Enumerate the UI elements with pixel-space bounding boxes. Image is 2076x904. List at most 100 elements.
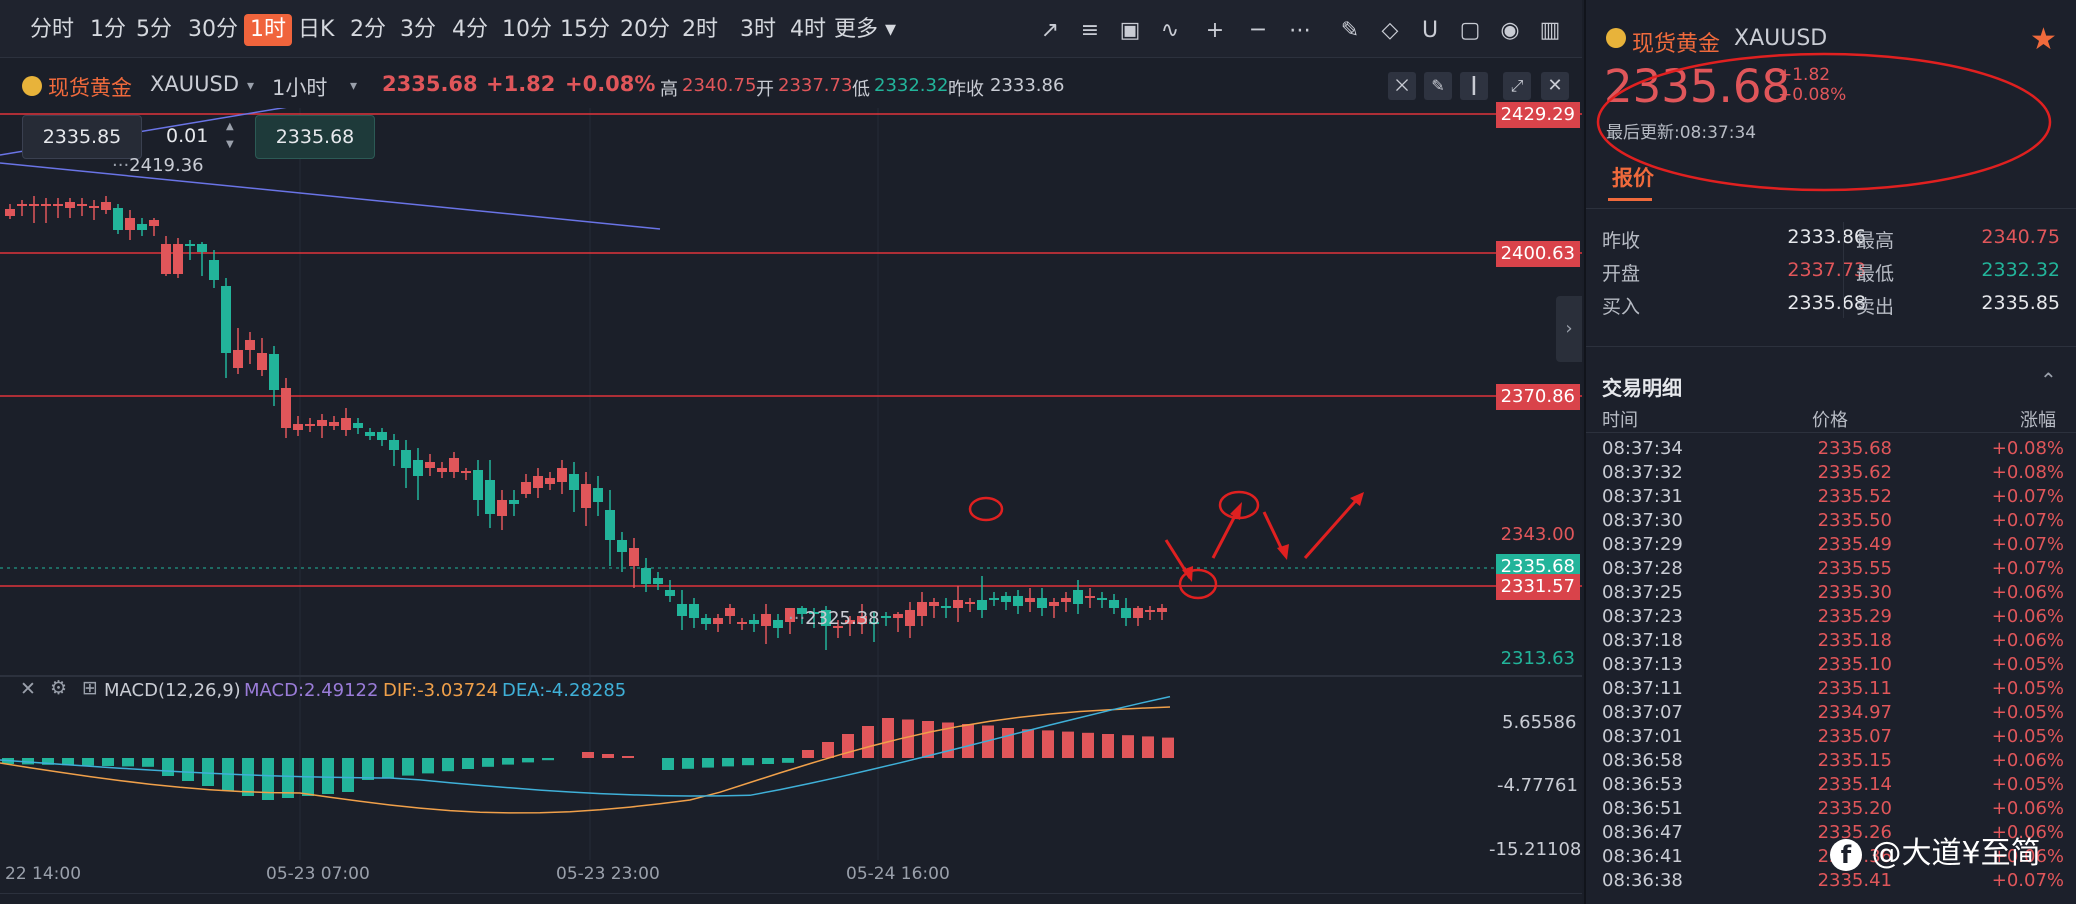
x-tick: 22 14:00 xyxy=(5,864,82,884)
timeframe-15[interactable]: 更多 ▾ xyxy=(834,17,897,42)
macd-bar xyxy=(402,758,414,776)
trade-time: 08:37:13 xyxy=(1602,654,1683,675)
macd-bar xyxy=(242,758,254,796)
fibonacci-tool-icon[interactable]: ≡ xyxy=(1080,18,1100,43)
timeframe-5[interactable]: 日K xyxy=(298,17,335,42)
indicator-icon[interactable]: ⨉ xyxy=(1388,72,1416,100)
chart-area[interactable]: 分时 1分 5分 30分 1时 日K 2分 3分 4分 10分 15分 20分 2时 3时 4时 更多 ▾ ↗… xyxy=(0,0,1582,904)
settings-icon[interactable]: ⚙ xyxy=(50,677,68,699)
trade-change: +0.07% xyxy=(1991,558,2064,579)
price-label-2313: 2313.63 xyxy=(1500,648,1575,669)
timeframe-12[interactable]: 2时 xyxy=(682,17,718,42)
macd-bar xyxy=(702,758,714,768)
crosshair-tool-icon[interactable]: + xyxy=(1205,18,1225,43)
macd-bar xyxy=(482,758,494,767)
timeframe-7[interactable]: 3分 xyxy=(400,17,436,42)
ask-price-box[interactable]: 2335.68 xyxy=(255,115,375,159)
edit-icon[interactable]: ✎ xyxy=(1340,18,1360,43)
candle-body xyxy=(617,540,627,552)
x-tick: 05-23 07:00 xyxy=(266,864,370,884)
candle-body xyxy=(1049,602,1059,606)
trade-change: +0.07% xyxy=(1991,510,2064,531)
trade-row: 08:37:01 2335.07 +0.05% xyxy=(1602,726,2064,750)
image-tool-icon[interactable]: ▣ xyxy=(1119,18,1141,43)
timeframe-8[interactable]: 4分 xyxy=(452,17,488,42)
trade-price: 2335.20 xyxy=(1817,798,1892,819)
quantity-input[interactable]: 0.01 xyxy=(166,125,209,147)
symbol-dropdown-icon[interactable]: ▾ xyxy=(247,78,255,94)
quantity-stepper[interactable]: ▲ ▼ xyxy=(226,121,234,150)
symbol-name[interactable]: 现货黄金 xyxy=(48,76,132,100)
candle-body xyxy=(1037,598,1047,608)
trades-list[interactable]: 08:37:34 2335.68 +0.08% 08:37:32 2335.62 +0.0… xyxy=(1586,438,2076,904)
candle-body xyxy=(1145,610,1155,612)
col-change: 涨幅 xyxy=(2020,410,2056,431)
draw-icon[interactable]: ✎ xyxy=(1424,72,1452,100)
trade-time: 08:37:18 xyxy=(1602,630,1683,651)
stat-low: 2332.32 xyxy=(1981,259,2060,281)
close-indicator-icon[interactable]: ✕ xyxy=(20,678,36,700)
chart-header: 现货黄金 XAUUSD ▾ 1小时 ▾ 2335.68 +1.82 +0.08%… xyxy=(0,64,1582,108)
macd-value: MACD:2.49122 xyxy=(244,680,379,701)
candle-type-icon[interactable]: ┃ xyxy=(1460,72,1488,100)
candle-body xyxy=(377,432,387,440)
eye-icon[interactable]: ◉ xyxy=(1500,18,1520,43)
candle-body xyxy=(905,610,915,626)
tab-quote[interactable]: 报价 xyxy=(1612,166,1654,190)
timeframe-9[interactable]: 10分 xyxy=(502,17,552,42)
stat-label: 卖出 xyxy=(1856,296,1895,318)
add-indicator-icon[interactable]: ⊞ xyxy=(82,677,98,699)
trash-icon[interactable]: ▥ xyxy=(1539,18,1561,43)
stat-sell: 2335.85 xyxy=(1981,292,2060,314)
candle-body xyxy=(929,602,939,606)
macd-bar xyxy=(902,719,914,758)
candle-body xyxy=(773,620,783,628)
candle-body xyxy=(941,606,951,608)
macd-bar xyxy=(462,758,474,769)
timeframe-3[interactable]: 30分 xyxy=(188,17,238,42)
favorite-star-icon[interactable]: ★ xyxy=(2030,22,2057,57)
horizontal-line-tool-icon[interactable]: ─ xyxy=(1251,18,1265,43)
timeframe-2[interactable]: 5分 xyxy=(136,17,172,42)
timeframe-13[interactable]: 3时 xyxy=(740,17,776,42)
collapse-chevron-icon[interactable]: ⌃ xyxy=(2040,368,2057,392)
timeframe-6[interactable]: 2分 xyxy=(350,17,386,42)
eraser-icon[interactable]: ◇ xyxy=(1381,18,1399,43)
candle-body xyxy=(185,244,195,246)
timeframe-11[interactable]: 20分 xyxy=(620,17,670,42)
high-label: 高 xyxy=(660,79,678,100)
bottom-tabs[interactable] xyxy=(0,893,1582,904)
trade-time: 08:37:28 xyxy=(1602,558,1683,579)
timeframe-14[interactable]: 4时 xyxy=(790,17,826,42)
trendline-tool-icon[interactable]: ↗ xyxy=(1040,18,1060,43)
macd-bar xyxy=(682,758,694,769)
timeframe-4[interactable]: 1时 xyxy=(244,14,292,46)
trade-price: 2335.30 xyxy=(1817,582,1892,603)
magnet-icon[interactable]: U xyxy=(1421,18,1439,43)
symbol-code[interactable]: XAUUSD xyxy=(150,72,239,96)
chart-canvas[interactable] xyxy=(0,108,1582,904)
expand-panel-chevron-icon[interactable]: › xyxy=(1556,296,1582,362)
interval-dropdown-icon[interactable]: ▾ xyxy=(350,78,358,94)
timeframe-10[interactable]: 15分 xyxy=(560,17,610,42)
macd-bar xyxy=(882,718,894,758)
close-icon[interactable]: ✕ xyxy=(1541,72,1569,100)
trade-price: 2335.49 xyxy=(1817,534,1892,555)
trade-time: 08:36:47 xyxy=(1602,822,1683,843)
timeframe-1[interactable]: 1分 xyxy=(90,17,126,42)
more-tools-icon[interactable]: ⋯ xyxy=(1289,18,1311,43)
fullscreen-icon[interactable]: ⤢ xyxy=(1503,72,1531,100)
last-updated: 最后更新:08:37:34 xyxy=(1606,123,1757,143)
pattern-tool-icon[interactable]: ∿ xyxy=(1160,18,1180,43)
macd-bar xyxy=(742,758,754,766)
bid-price-box[interactable]: 2335.85 xyxy=(22,115,142,159)
interval-select[interactable]: 1小时 xyxy=(272,76,328,100)
macd-bar xyxy=(1062,731,1074,758)
watermark-text: @大道¥至简 xyxy=(1871,836,2041,871)
lock-icon[interactable]: ▢ xyxy=(1459,18,1481,43)
trade-time: 08:37:31 xyxy=(1602,486,1683,507)
candle-body xyxy=(821,610,831,626)
candle-body xyxy=(41,204,51,206)
candle-body xyxy=(485,480,495,514)
timeframe-0[interactable]: 分时 xyxy=(30,17,75,42)
